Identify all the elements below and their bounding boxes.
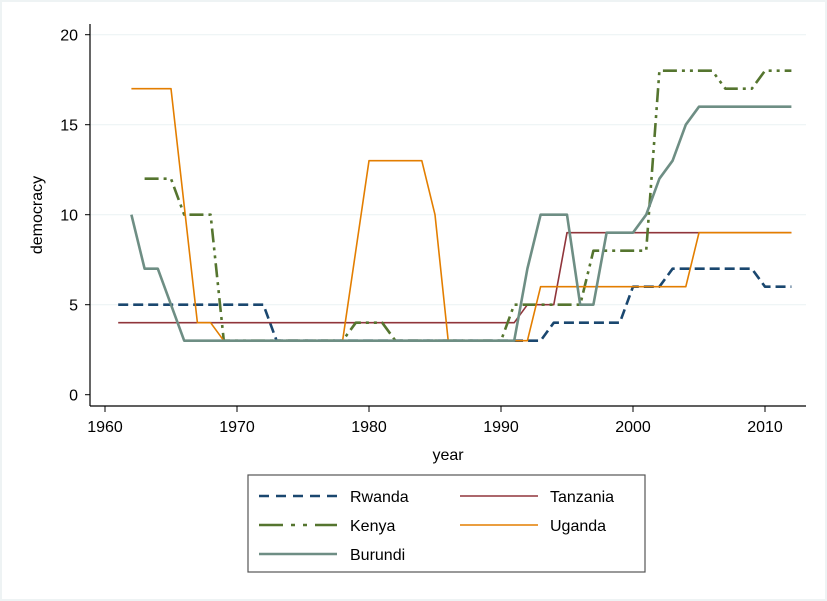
x-tick-label: 1970	[219, 419, 255, 436]
legend-label: Tanzania	[550, 489, 614, 506]
legend-item-kenya: Kenya	[259, 518, 395, 535]
x-axis-title: year	[432, 447, 464, 464]
legend-label: Uganda	[550, 518, 606, 535]
x-ticks: 1960 1970 1980 1990 2000 2010	[87, 406, 783, 436]
x-tick-label: 2010	[747, 419, 783, 436]
y-axis-title: democracy	[29, 176, 46, 254]
x-tick-label: 1990	[483, 419, 519, 436]
x-tick-label: 1960	[87, 419, 123, 436]
legend: Rwanda Tanzania Kenya Uganda Burundi	[247, 474, 646, 573]
y-tick-label: 5	[69, 298, 78, 315]
x-tick-label: 2000	[615, 419, 651, 436]
series-lines	[118, 69, 792, 343]
legend-label: Rwanda	[350, 489, 409, 506]
series-line-tanzania	[118, 231, 792, 324]
y-tick-label: 10	[60, 208, 78, 225]
legend-item-rwanda: Rwanda	[259, 489, 409, 506]
y-tick-label: 15	[60, 118, 78, 135]
legend-item-tanzania: Tanzania	[460, 489, 614, 506]
x-tick-label: 1980	[351, 419, 387, 436]
y-tick-label: 20	[60, 28, 78, 45]
y-tick-label: 0	[69, 388, 78, 405]
gridlines	[90, 34, 806, 306]
y-ticks: 0 5 10 15 20	[60, 28, 90, 405]
legend-label: Burundi	[350, 547, 405, 564]
legend-box	[247, 474, 646, 573]
legend-item-uganda: Uganda	[460, 518, 606, 535]
legend-label: Kenya	[350, 518, 395, 535]
legend-item-burundi: Burundi	[259, 547, 405, 564]
series-line-burundi	[130, 105, 792, 343]
